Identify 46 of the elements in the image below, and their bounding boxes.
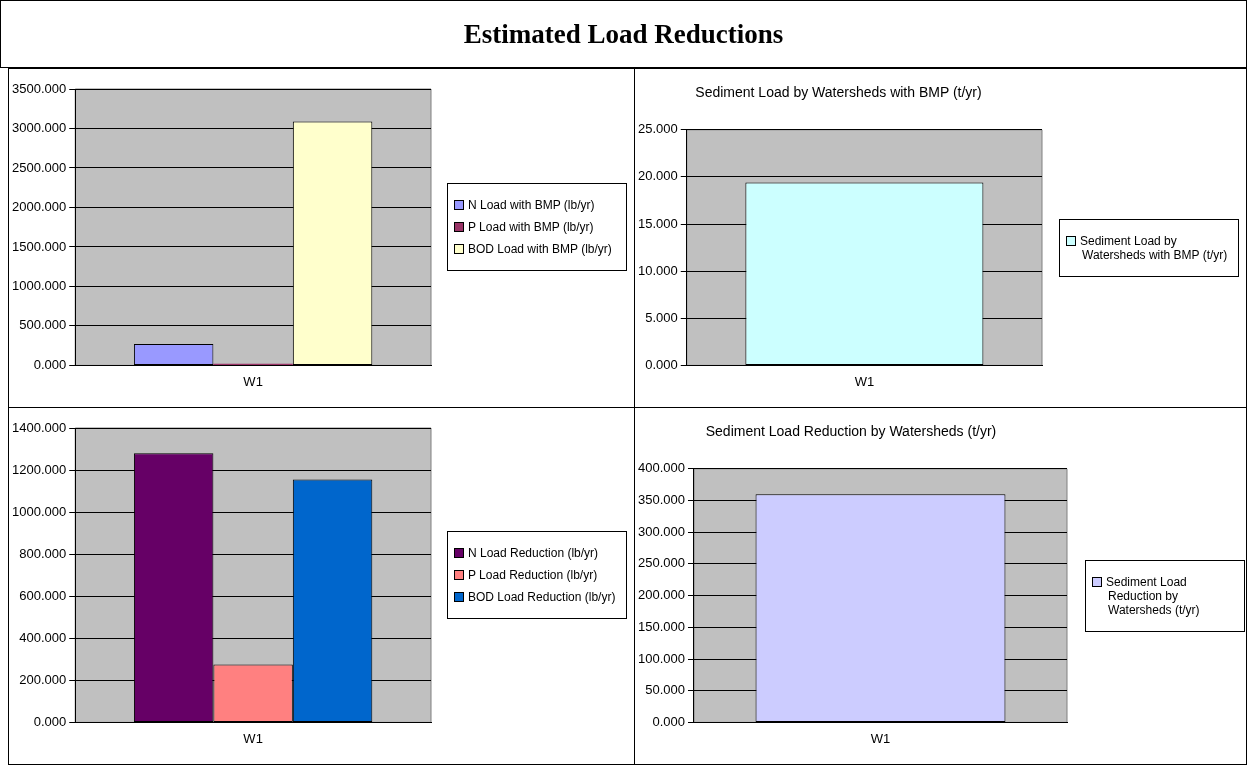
text: Estimated Load Reductions [0, 0, 1247, 68]
x-tick-label: W1 [243, 373, 263, 389]
y-tick-label: 250.000 [637, 555, 685, 571]
y-tick-label: 500.000 [19, 317, 67, 333]
chart-title: Sediment Load by Watersheds with BMP (t/yr) [695, 84, 982, 101]
y-tick-label: 1400.000 [11, 419, 67, 435]
y-tick-label: 0.000 [652, 713, 685, 729]
y-tick-label: 400.000 [19, 629, 67, 645]
legend-label: BOD Load with BMP (lb/yr) [468, 242, 612, 257]
y-tick-label: 15.000 [638, 215, 678, 231]
text: Sediment Load by Watersheds with BMP (t/yr) [1080, 233, 1228, 262]
y-tick-label: 2500.000 [11, 159, 67, 175]
y-tick-label: 0.000 [33, 713, 67, 729]
y-tick-label: 2000.000 [11, 199, 67, 215]
y-tick-label: 1000.000 [11, 278, 67, 294]
y-tick-label: 50.000 [645, 682, 685, 698]
y-tick-label: 3000.000 [11, 120, 67, 136]
text: Sediment Load Reduction by Watersheds (t/yr) [1106, 574, 1200, 617]
legend-label: P Load Reduction (lb/yr) [468, 568, 598, 583]
y-tick-label: 200.000 [19, 671, 67, 687]
y-tick-label: 350.000 [637, 492, 685, 508]
y-tick-label: 1200.000 [11, 461, 67, 477]
y-tick-label: 0.000 [33, 356, 67, 372]
y-tick-label: 150.000 [637, 618, 685, 634]
legend-label: BOD Load Reduction (lb/yr) [468, 590, 616, 605]
y-tick-label: 0.000 [645, 356, 678, 372]
legend-label: P Load with BMP (lb/yr) [468, 220, 594, 235]
y-tick-label: 300.000 [637, 523, 685, 539]
y-tick-label: 20.000 [638, 168, 678, 184]
chart-title: Sediment Load Reduction by Watersheds (t/yr) [705, 423, 997, 440]
y-tick-label: 600.000 [19, 587, 67, 603]
legend-label: N Load with BMP (lb/yr) [468, 198, 595, 213]
y-tick-label: 800.000 [19, 545, 67, 561]
y-tick-label: 10.000 [638, 262, 678, 278]
y-tick-label: 25.000 [638, 121, 678, 137]
y-tick-label: 100.000 [637, 650, 685, 666]
legend-label: N Load Reduction (lb/yr) [468, 546, 599, 561]
y-tick-label: 3500.000 [11, 80, 67, 96]
y-tick-label: 1000.000 [11, 503, 67, 519]
x-tick-label: W1 [243, 730, 263, 746]
y-tick-label: 5.000 [645, 309, 678, 325]
y-tick-label: 1500.000 [11, 238, 67, 254]
y-tick-label: 400.000 [637, 460, 685, 476]
x-tick-label: W1 [870, 730, 891, 746]
x-tick-label: W1 [854, 373, 875, 389]
y-tick-label: 200.000 [637, 587, 685, 603]
